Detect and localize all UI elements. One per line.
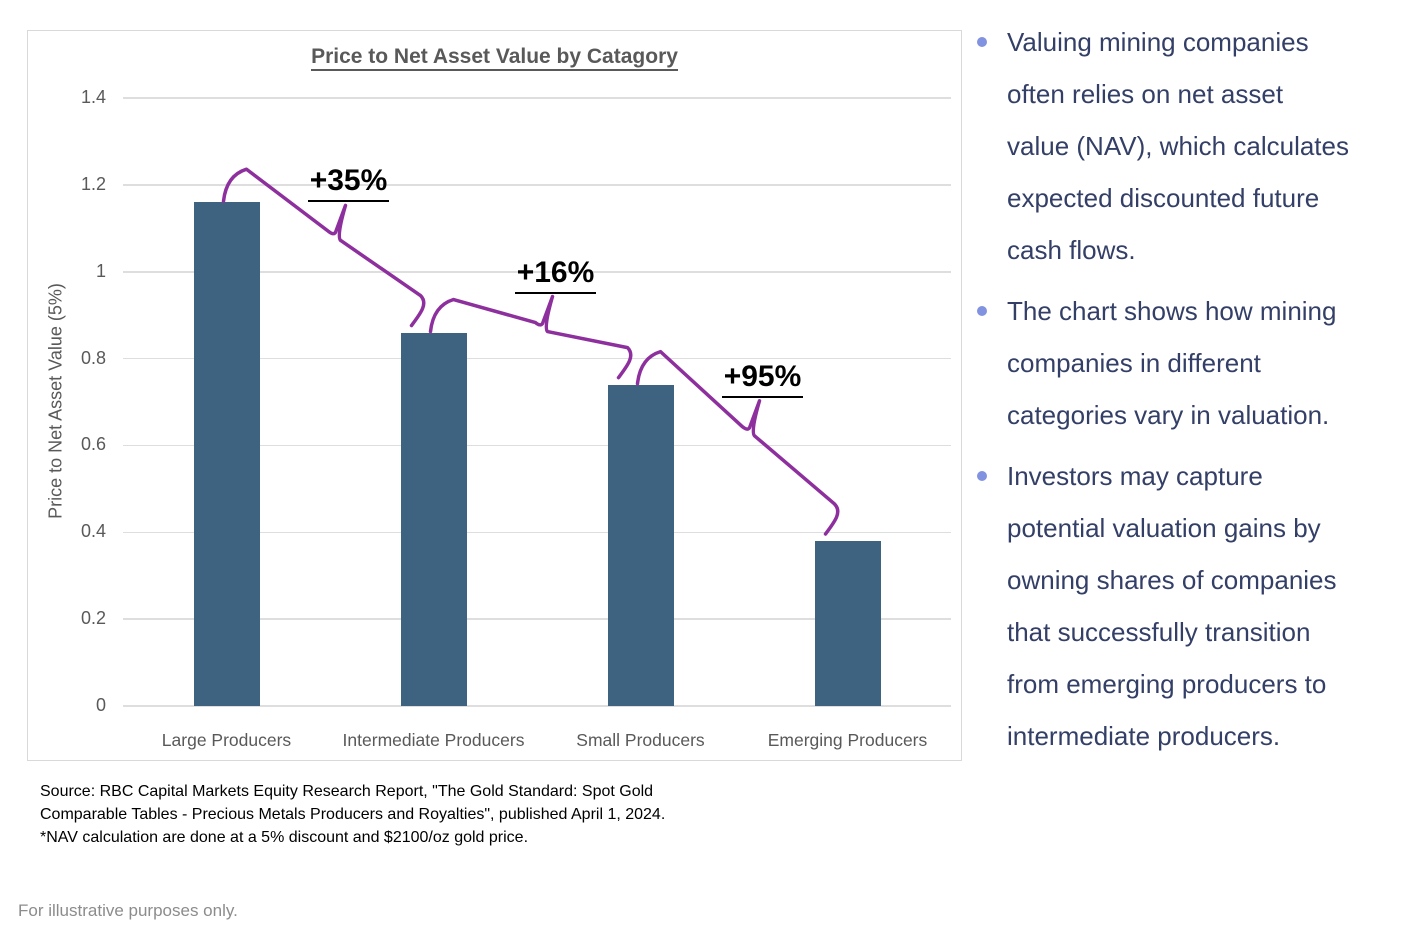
bullet-text: Valuing mining companies often relies on…	[1007, 27, 1349, 265]
y-tick-label: 0.2	[80, 608, 106, 629]
y-tick-label: 0	[95, 695, 106, 715]
x-category-label: Intermediate Producers	[342, 730, 525, 750]
bullet-item: Valuing mining companies often relies on…	[971, 16, 1401, 276]
gridline	[123, 97, 951, 99]
bullet-dot-icon	[977, 306, 987, 316]
annotation-label: +35%	[284, 164, 414, 203]
y-axis-title: Price to Net Asset Value (5%)	[45, 283, 66, 519]
y-tick-label: 1.2	[80, 173, 106, 194]
chart-panel: Price to Net Asset Value by Catagory Pri…	[27, 30, 962, 761]
bullet-text: Investors may capture potential valuatio…	[1007, 461, 1337, 751]
bar	[400, 332, 467, 706]
annotation-label-text: +16%	[514, 255, 597, 294]
footer-note: For illustrative purposes only.	[18, 901, 238, 920]
gridline	[123, 184, 951, 186]
source-note: Source: RBC Capital Markets Equity Resea…	[40, 783, 666, 846]
bullet-item: The chart shows how mining companies in …	[971, 285, 1401, 441]
gridline	[123, 705, 951, 707]
bar	[814, 541, 881, 706]
y-tick-label: 0.4	[80, 521, 106, 542]
y-tick-label: 1.4	[80, 87, 106, 107]
y-tick-label: 1	[95, 260, 106, 281]
annotation-label-text: +35%	[307, 164, 390, 203]
bullet-dot-icon	[977, 471, 987, 481]
x-category-label: Emerging Producers	[767, 730, 928, 750]
x-category-label: Large Producers	[161, 730, 292, 750]
gridline	[123, 531, 951, 533]
gridline	[123, 618, 951, 620]
bar	[607, 384, 674, 706]
bullet-item: Investors may capture potential valuatio…	[971, 450, 1401, 762]
bar	[193, 202, 260, 706]
gridline	[123, 271, 951, 273]
annotation-label: +16%	[491, 255, 621, 294]
bullet-dot-icon	[977, 37, 987, 47]
bullet-text: The chart shows how mining companies in …	[1007, 296, 1337, 430]
y-tick-label: 0.6	[80, 434, 106, 455]
bullet-list: Valuing mining companies often relies on…	[971, 16, 1401, 771]
annotation-label-text: +95%	[721, 359, 804, 398]
chart-title-text: Price to Net Asset Value by Catagory	[311, 45, 678, 71]
gridline	[123, 444, 951, 447]
y-tick-label: 0.8	[80, 347, 106, 368]
chart-title: Price to Net Asset Value by Catagory	[28, 45, 961, 71]
x-category-label: Small Producers	[576, 730, 705, 750]
annotation-label: +95%	[698, 359, 828, 398]
